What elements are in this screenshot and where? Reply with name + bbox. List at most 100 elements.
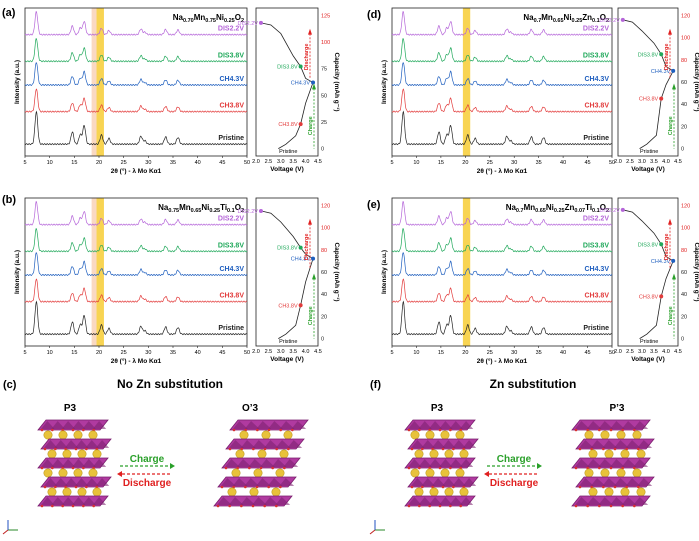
- highlight-band-soft: [91, 8, 97, 156]
- oxygen-atom: [586, 504, 589, 508]
- charge-arrowhead: [672, 273, 676, 280]
- oxygen-atom: [602, 485, 605, 489]
- oxygen-atom: [459, 504, 462, 508]
- echem-y-tick-label: 100: [321, 40, 330, 46]
- x-tick-label: 5: [23, 160, 26, 166]
- echem-point-CH3.8V: [659, 96, 664, 101]
- xrd-series-DIS3.8V: [24, 228, 248, 253]
- title-part: O: [235, 13, 241, 22]
- octahedron: [240, 497, 256, 505]
- series-label-CH3.8V: CH3.8V: [219, 103, 244, 110]
- octahedron: [602, 440, 618, 448]
- octahedron: [244, 421, 260, 429]
- echem-x-tick-label: 4.0: [302, 349, 310, 355]
- oxygen-atom: [438, 466, 442, 470]
- title-part: 0.70: [183, 18, 194, 24]
- series-label-Pristine: Pristine: [583, 325, 609, 332]
- oxygen-atom: [232, 428, 236, 432]
- sodium-atom: [604, 449, 614, 459]
- oxygen-atom: [438, 428, 442, 432]
- octahedron: [82, 421, 96, 429]
- sodium-atom: [444, 487, 454, 497]
- octahedron: [44, 478, 58, 486]
- panel-letter: (e): [367, 199, 381, 211]
- echem-x-tick-label: 3.0: [638, 349, 646, 355]
- octahedron: [418, 459, 432, 467]
- xrd-series-DIS3.8V: [391, 228, 613, 253]
- octahedron: [252, 497, 267, 505]
- sodium-atom: [92, 487, 102, 497]
- octahedron: [431, 440, 446, 448]
- xrd-frame: [24, 7, 248, 157]
- sodium-atom: [239, 430, 249, 440]
- xrd-series-DIS2.2V: [391, 11, 613, 36]
- oxygen-atom: [613, 485, 617, 489]
- xrd-series-Pristine: [24, 110, 248, 146]
- echem-x-tick-label: 2.5: [265, 349, 273, 355]
- oxygen-atom: [609, 428, 613, 432]
- sodium-atom: [88, 430, 98, 440]
- xrd-frame: [391, 7, 613, 157]
- x-tick-label: 35: [170, 160, 176, 166]
- sodium-atom: [620, 487, 630, 497]
- title-part: 0.65: [535, 208, 546, 214]
- y-axis-label: Intensity (a.u.): [14, 60, 21, 104]
- octahedron: [217, 497, 232, 505]
- echem-point-label-DIS3.8V: DIS3.8V: [638, 52, 659, 58]
- title-part: 0.25: [572, 18, 583, 24]
- oxygen-atom: [452, 485, 455, 489]
- echem-y-tick-label: 20: [681, 124, 687, 130]
- echem-point-label-DIS2.2V: DIS2.2V: [237, 21, 258, 27]
- echem-point-label-DIS3.8V: DIS3.8V: [638, 242, 659, 248]
- echem-x-tick-label: 2.0: [614, 349, 622, 355]
- echem-x-tick-label: 3.5: [289, 159, 297, 165]
- xrd-series-Pristine: [391, 300, 613, 336]
- x-tick-label: 20: [462, 160, 468, 166]
- x-tick-label: 15: [71, 160, 77, 166]
- sodium-atom: [616, 430, 626, 440]
- echem-x-tick-label: 2.0: [252, 349, 260, 355]
- octahedron: [442, 478, 456, 486]
- series-label-CH3.8V: CH3.8V: [584, 103, 609, 110]
- echem-y-tick-label: 80: [681, 58, 687, 64]
- series-label-DIS3.8V: DIS3.8V: [218, 242, 244, 249]
- structure-panel-c: (c) No Zn substitution P3 O’3 Charge Discharg…: [2, 377, 309, 535]
- echem-x-tick-label: 3.5: [650, 159, 658, 165]
- title-part: O: [600, 13, 606, 22]
- discharge-arrowhead: [308, 28, 312, 35]
- echem-x-tick-label: 2.0: [252, 159, 260, 165]
- oxygen-atom: [267, 485, 270, 489]
- sodium-atom: [588, 449, 598, 459]
- octahedron: [633, 459, 649, 467]
- sodium-atom: [425, 468, 435, 478]
- oxygen-atom: [637, 447, 640, 451]
- octahedron: [614, 478, 629, 486]
- sodium-atom: [632, 430, 642, 440]
- octahedron: [41, 459, 55, 467]
- series-label-DIS2.2V: DIS2.2V: [218, 216, 244, 223]
- oxygen-atom: [40, 504, 44, 508]
- oxygen-atom: [244, 428, 247, 432]
- x-tick-label: 10: [413, 350, 419, 356]
- discharge-arrowhead: [668, 218, 672, 225]
- discharge-label: Discharge: [304, 44, 310, 71]
- xrd-series-Pristine: [391, 110, 613, 146]
- highlight-band: [96, 198, 104, 346]
- octahedron: [598, 421, 614, 429]
- oxygen-atom: [279, 485, 282, 489]
- oxygen-atom: [224, 466, 228, 470]
- octahedron: [82, 459, 96, 467]
- xrd-series-CH3.8V: [24, 278, 248, 303]
- echem-curve: [260, 22, 314, 149]
- octahedron: [44, 440, 58, 448]
- x-tick-label: 25: [487, 350, 493, 356]
- sodium-atom: [429, 449, 439, 459]
- octahedron: [54, 440, 68, 448]
- octahedron: [442, 440, 456, 448]
- y-axis-label: Intensity (a.u.): [381, 60, 388, 104]
- oxygen-atom: [418, 504, 421, 508]
- xrd-series-CH4.3V: [391, 252, 613, 276]
- title-part: Ni: [201, 203, 209, 212]
- octahedron: [633, 421, 649, 429]
- series-label-DIS2.2V: DIS2.2V: [583, 216, 609, 223]
